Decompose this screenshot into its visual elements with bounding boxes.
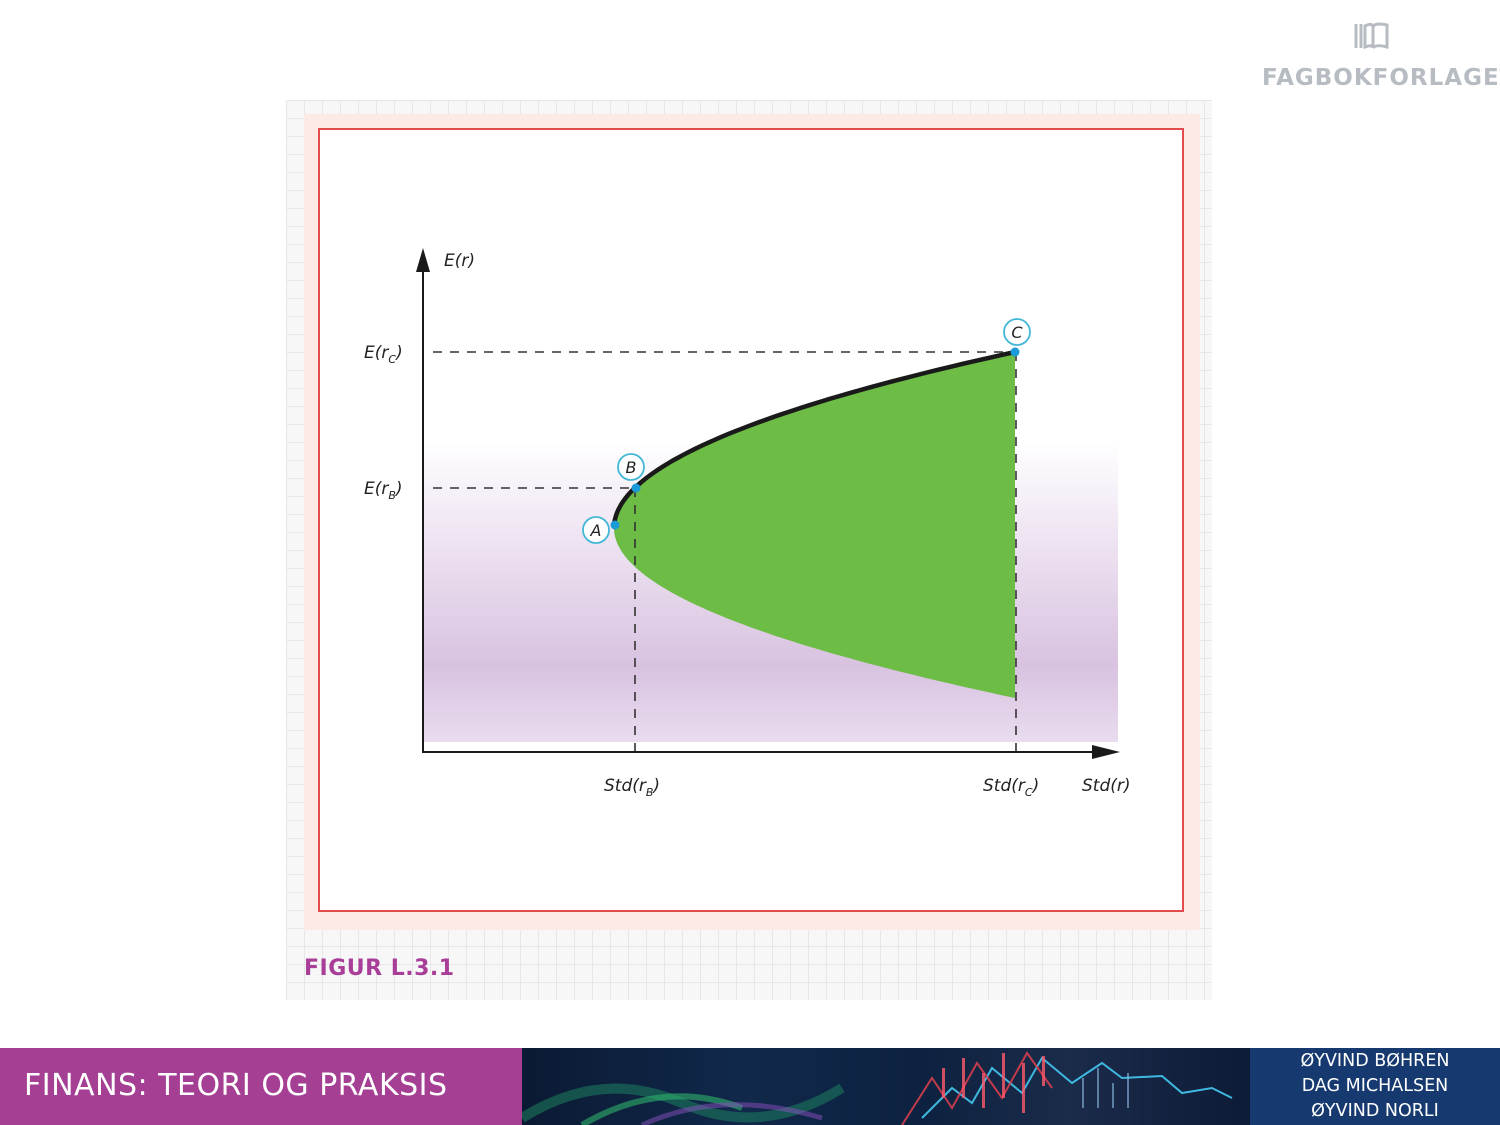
publisher-name: FAGBOKFORLAGET xyxy=(1262,65,1500,91)
figure-caption: FIGUR L.3.1 xyxy=(304,956,455,981)
point-b-badge xyxy=(617,453,645,481)
feasible-region xyxy=(614,352,1015,698)
y-axis-title: E(r) xyxy=(444,251,475,271)
x-axis-arrow xyxy=(1092,745,1120,759)
point-a: A xyxy=(582,516,620,544)
point-c-marker xyxy=(1010,347,1020,357)
point-a-label: A xyxy=(590,521,602,540)
point-c: C xyxy=(1003,318,1031,357)
y-tick-erb: E(rB) xyxy=(364,479,403,502)
stock-chart-decoration xyxy=(522,1051,1233,1125)
point-c-label: C xyxy=(1011,323,1023,342)
x-tick-stdb: Std(rB) xyxy=(604,776,660,799)
footer-stock-chart-image xyxy=(522,1048,1250,1125)
point-b-marker xyxy=(631,483,641,493)
book-title: FINANS: TEORI OG PRAKSIS xyxy=(24,1068,448,1103)
point-b: B xyxy=(617,453,645,493)
author-2: DAG MICHALSEN xyxy=(1301,1076,1449,1096)
y-tick-erc: E(rC) xyxy=(364,343,403,366)
figure-frame: E(r) Std(r) E(rC) E(rB) Std(rB) Std(rC) … xyxy=(304,114,1200,930)
figure-canvas: E(r) Std(r) E(rC) E(rB) Std(rB) Std(rC) … xyxy=(318,128,1184,912)
x-axis-title: Std(r) xyxy=(1082,776,1131,796)
publisher-logo: FAGBOKFORLAGET xyxy=(1262,20,1500,100)
author-1: ØYVIND BØHREN xyxy=(1300,1051,1450,1071)
point-b-label: B xyxy=(626,458,637,477)
efficient-frontier-line xyxy=(611,349,1016,529)
x-tick-stdc: Std(rC) xyxy=(983,776,1039,799)
footer-banner: FINANS: TEORI OG PRAKSIS ØYVIND BØHREN D… xyxy=(0,1048,1500,1125)
footer-title-box: FINANS: TEORI OG PRAKSIS xyxy=(0,1048,522,1125)
point-a-badge xyxy=(582,516,610,544)
figure-panel: E(r) Std(r) E(rC) E(rB) Std(rB) Std(rC) … xyxy=(286,100,1212,1000)
y-axis-arrow xyxy=(416,248,430,272)
point-c-badge xyxy=(1003,318,1031,346)
efficient-frontier-diagram: E(r) Std(r) E(rC) E(rB) Std(rB) Std(rC) … xyxy=(364,248,1131,799)
author-3: ØYVIND NORLI xyxy=(1311,1101,1439,1121)
point-a-marker xyxy=(610,520,620,530)
book-icon xyxy=(1354,22,1389,50)
footer-authors: ØYVIND BØHREN DAG MICHALSEN ØYVIND NORLI xyxy=(1250,1048,1500,1125)
